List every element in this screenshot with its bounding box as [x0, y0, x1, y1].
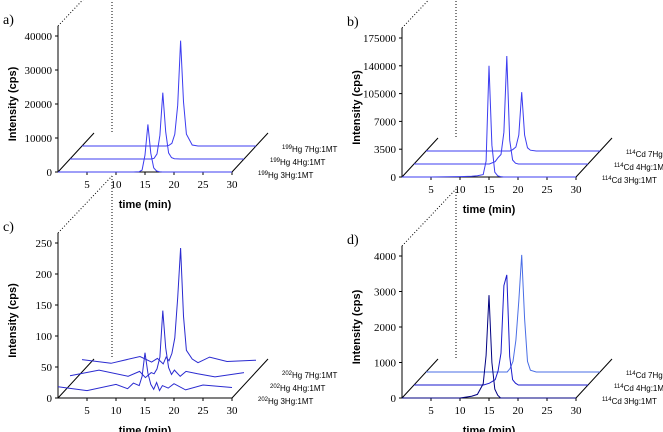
trace [402, 65, 576, 178]
x-tick-label: 15 [484, 405, 496, 417]
x-tick-label: 10 [111, 405, 123, 417]
y-tick-label: 0 [391, 172, 397, 184]
trace [69, 310, 245, 379]
x-tick-label: 20 [513, 405, 525, 417]
trace [58, 124, 232, 173]
trace [414, 274, 588, 386]
y-tick-label: 1000 [374, 358, 397, 370]
floor-edge [57, 132, 95, 173]
back-edge [401, 188, 457, 247]
trace [70, 92, 244, 160]
floor-edge [231, 132, 269, 173]
floor-edge [401, 137, 439, 178]
trace-label: 199Hg 3Hg:1MT [258, 171, 313, 180]
y-tick-label: 150 [36, 300, 53, 312]
trace-label: 114Cd 7Hg:1MT [626, 371, 663, 380]
trace-label: 114Cd 3Hg:1MT [602, 176, 657, 185]
y-tick-label: 50 [41, 362, 53, 374]
back-edge [57, 175, 113, 234]
y-tick-label: 7000 [374, 116, 397, 128]
y-axis-label: Intensity (cps) [351, 70, 363, 145]
trace [402, 295, 576, 399]
y-tick-label: 250 [36, 238, 53, 250]
x-tick-label: 30 [227, 405, 239, 417]
x-tick-label: 30 [227, 179, 239, 191]
y-tick-label: 30000 [25, 65, 53, 77]
x-tick-label: 5 [428, 405, 434, 417]
x-tick-label: 15 [140, 179, 152, 191]
trace-label: 199Hg 7Hg:1MT [282, 145, 337, 154]
y-tick-label: 20000 [25, 99, 53, 111]
trace [426, 92, 600, 152]
y-tick-label: 2000 [374, 322, 397, 334]
back-edge [401, 0, 430, 29]
panel-label: b) [347, 15, 359, 30]
y-tick-label: 175000 [363, 33, 397, 45]
trace [82, 40, 256, 147]
x-tick-label: 15 [140, 405, 152, 417]
trace-label: 202Hg 7Hg:1MT [282, 371, 337, 380]
y-axis-label: Intensity (cps) [7, 66, 19, 141]
x-axis-label: time (min) [463, 204, 516, 216]
x-tick-label: 25 [542, 405, 554, 417]
y-tick-label: 140000 [363, 61, 397, 73]
y-tick-label: 3500 [374, 144, 397, 156]
y-tick-label: 105000 [363, 89, 397, 101]
floor-edge [57, 358, 95, 399]
floor-edge [575, 358, 613, 399]
back-edge [57, 0, 84, 27]
y-tick-label: 4000 [374, 251, 397, 263]
trace-label: 114Cd 4Hg:1MT [614, 384, 663, 393]
x-tick-label: 30 [571, 184, 583, 196]
y-axis-label: Intensity (cps) [7, 283, 19, 358]
trace-label: 114Cd 3Hg:1MT [602, 397, 657, 406]
y-tick-label: 200 [36, 269, 53, 281]
y-axis-label: Intensity (cps) [351, 289, 363, 364]
trace-label: 114Cd 7Hg:1MT [626, 150, 663, 159]
y-tick-label: 0 [47, 167, 53, 179]
x-tick-label: 25 [198, 405, 210, 417]
trace [57, 352, 233, 392]
y-tick-label: 3000 [374, 287, 397, 299]
y-tick-label: 0 [391, 393, 397, 405]
floor-edge [231, 358, 269, 399]
x-tick-label: 10 [455, 405, 467, 417]
panel-label: a) [3, 13, 14, 28]
x-tick-label: 5 [84, 405, 90, 417]
trace [414, 55, 588, 165]
x-tick-label: 5 [84, 179, 90, 191]
panel-label: d) [347, 233, 359, 248]
x-tick-label: 10 [455, 184, 467, 196]
x-tick-label: 30 [571, 405, 583, 417]
trace-label: 202Hg 4Hg:1MT [270, 384, 325, 393]
x-axis-label: time (min) [463, 425, 516, 432]
x-tick-label: 5 [428, 184, 434, 196]
y-tick-label: 100 [36, 331, 53, 343]
trace-label: 202Hg 3Hg:1MT [258, 397, 313, 406]
x-tick-label: 20 [169, 405, 181, 417]
y-tick-label: 10000 [25, 133, 53, 145]
x-axis-label: time (min) [119, 425, 172, 432]
trace-label: 114Cd 4Hg:1MT [614, 163, 663, 172]
x-tick-label: 15 [484, 184, 496, 196]
x-axis-label: time (min) [119, 199, 172, 211]
y-tick-label: 0 [47, 393, 53, 405]
trace-label: 199Hg 4Hg:1MT [270, 158, 325, 167]
x-tick-label: 20 [169, 179, 181, 191]
trace [81, 247, 257, 365]
x-tick-label: 25 [198, 179, 210, 191]
trace [426, 254, 600, 373]
floor-edge [401, 358, 439, 399]
y-tick-label: 40000 [25, 31, 53, 43]
floor-edge [575, 137, 613, 178]
panel-label: c) [3, 220, 14, 235]
x-tick-label: 10 [111, 179, 123, 191]
x-tick-label: 20 [513, 184, 525, 196]
x-tick-label: 25 [542, 184, 554, 196]
